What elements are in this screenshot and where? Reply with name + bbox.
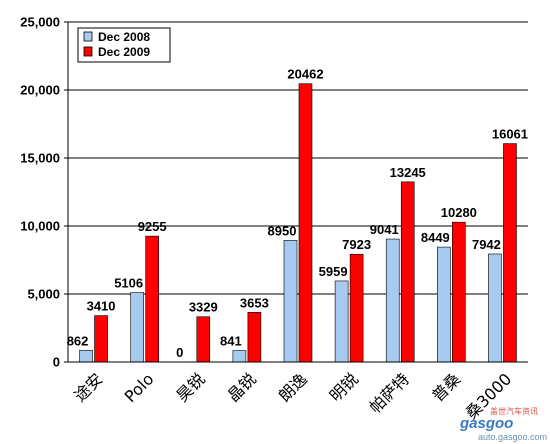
bar-dec-2008 [488, 253, 502, 363]
data-labels: 862 3410 5106 9255 0 3329 841 3653 8950 20462 5959… [67, 67, 528, 360]
bar-dec-2009 [452, 221, 466, 363]
x-category-label: 普桑 [428, 369, 464, 405]
data-label: 9255 [138, 219, 167, 234]
data-label: 8449 [421, 230, 450, 245]
bar-dec-2008 [334, 280, 349, 363]
bar-dec-2008 [385, 238, 400, 363]
watermark-url: auto.gasgoo.com [478, 432, 547, 442]
x-category-label: 途安 [70, 369, 106, 405]
bar-dec-2009 [94, 315, 108, 363]
bar-dec-2009 [400, 181, 415, 363]
bar-dec-2009 [503, 143, 517, 363]
data-label: 10280 [441, 205, 477, 220]
y-tick-label: 0 [53, 355, 60, 370]
legend-swatch-dec-2008 [83, 31, 93, 42]
y-axis-ticks: 0 5,000 10,000 15,000 20,000 25,000 [20, 15, 68, 370]
bar-dec-2009 [247, 312, 262, 363]
watermark-brand: gasgoo [459, 415, 513, 432]
y-tick-label: 25,000 [20, 15, 60, 30]
bar-dec-2008 [283, 239, 298, 363]
bar-dec-2008 [232, 350, 247, 363]
bar-dec-2008 [437, 246, 451, 363]
data-label: 3653 [240, 295, 269, 310]
data-label: 5959 [319, 264, 348, 279]
watermark-chinese-text: 盖世汽车资讯 [490, 406, 538, 416]
y-tick-label: 15,000 [20, 151, 60, 166]
legend: Dec 2008 Dec 2009 [77, 27, 171, 63]
data-label: 0 [176, 345, 183, 360]
data-label: 5106 [114, 276, 143, 291]
legend-label-dec-2008: Dec 2008 [98, 30, 150, 44]
legend-swatch-dec-2009 [83, 46, 93, 57]
watermark: 盖世汽车资讯 gasgoo auto.gasgoo.com [459, 406, 547, 442]
data-label: 862 [67, 333, 89, 348]
legend-label-dec-2009: Dec 2009 [98, 45, 150, 59]
bar-dec-2009 [349, 253, 364, 363]
bar-dec-2008 [130, 292, 144, 363]
x-category-label: 明锐 [326, 369, 362, 405]
data-label: 9041 [370, 222, 399, 237]
y-tick-label: 20,000 [20, 83, 60, 98]
data-label: 8950 [268, 223, 297, 238]
x-category-label: Polo [121, 369, 158, 406]
data-label: 3410 [87, 299, 116, 314]
data-label: 7942 [472, 237, 501, 252]
data-label: 16061 [492, 127, 528, 142]
plot-background [68, 22, 528, 362]
legend-box [77, 27, 171, 63]
x-category-label: 帕萨特 [366, 369, 413, 416]
bar-dec-2009 [145, 235, 159, 363]
gridlines [68, 21, 528, 295]
bars [79, 83, 517, 363]
y-tick-label: 5,000 [27, 287, 60, 302]
data-label: 3329 [189, 300, 218, 315]
data-label: 841 [220, 334, 242, 349]
x-category-label: 晶锐 [224, 369, 260, 405]
data-label: 20462 [287, 67, 323, 82]
x-category-label: 朗逸 [275, 369, 311, 405]
y-tick-label: 10,000 [20, 219, 60, 234]
bar-dec-2008 [79, 349, 93, 363]
bar-dec-2009 [298, 83, 313, 363]
x-category-label: 昊锐 [173, 369, 209, 405]
bar-dec-2009 [196, 316, 211, 363]
data-label: 13245 [390, 165, 426, 180]
data-label: 7923 [342, 237, 371, 252]
